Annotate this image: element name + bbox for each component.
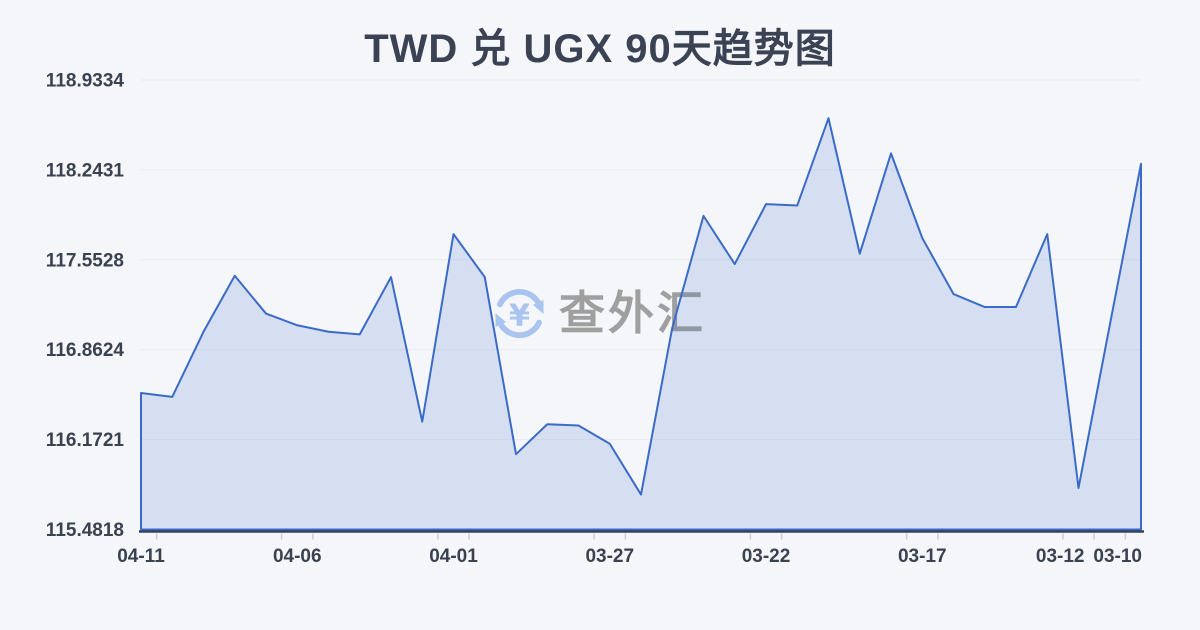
- refresh-arrowhead-bottom: [495, 313, 507, 327]
- x-axis-label: 03-12: [1036, 546, 1085, 567]
- x-axis-label: 04-11: [117, 546, 165, 567]
- y-axis-label: 118.9334: [46, 71, 125, 92]
- yuan-refresh-icon: ¥: [495, 289, 544, 338]
- x-axis-label: 03-17: [898, 546, 947, 567]
- refresh-arrowhead-top: [532, 300, 544, 314]
- x-axis-label: 04-06: [273, 546, 322, 567]
- watermark: ¥ 查外汇: [489, 283, 706, 344]
- refresh-arc-top: [497, 289, 542, 308]
- y-axis-label: 116.1721: [46, 430, 125, 451]
- y-axis-label: 115.4818: [46, 520, 124, 541]
- rate-series-area: [140, 117, 1142, 531]
- chart-title: TWD 兑 UGX 90天趋势图: [364, 27, 836, 71]
- yuan-symbol: ¥: [509, 299, 530, 334]
- x-axis-label: 03-27: [585, 546, 634, 567]
- y-axis-label: 118.2431: [46, 160, 125, 181]
- y-axis-label: 117.5528: [46, 250, 124, 271]
- x-axis-label: 03-10: [1093, 546, 1142, 567]
- watermark-text: 查外汇: [559, 287, 706, 339]
- x-axis-label: 04-01: [429, 546, 478, 567]
- x-axis-label: 03-22: [742, 546, 791, 567]
- refresh-arc-bottom: [497, 319, 542, 338]
- y-axis-label: 116.8624: [46, 340, 125, 361]
